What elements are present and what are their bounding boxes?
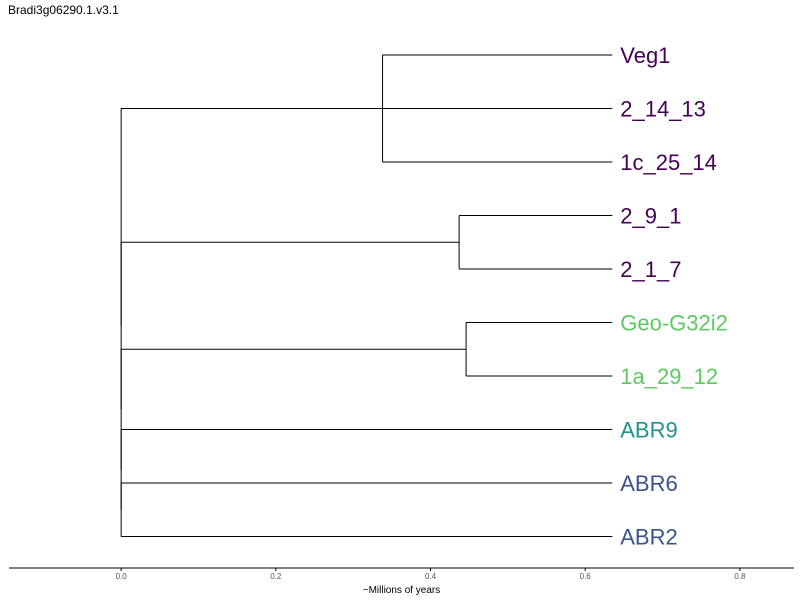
leaf-label: ABR9 — [620, 418, 677, 443]
x-axis: 0.0 0.2 0.4 0.6 0.8 ~Millions of years — [9, 567, 794, 596]
leaf-label: ABR2 — [620, 525, 677, 550]
leaf-label: Veg1 — [620, 43, 670, 68]
leaf-label: ABR6 — [620, 471, 677, 496]
leaf-label: Geo-G32i2 — [620, 311, 728, 336]
x-tick-label: 0.4 — [425, 572, 437, 581]
x-tick-label: 0.2 — [270, 572, 282, 581]
x-tick-label: 0.0 — [116, 572, 128, 581]
x-tick-label: 0.6 — [580, 572, 592, 581]
leaf-label: 1a_29_12 — [620, 364, 718, 389]
leaf-label: 2_14_13 — [620, 97, 706, 122]
x-tick-label: 0.8 — [734, 572, 746, 581]
leaf-label: 2_9_1 — [620, 204, 681, 229]
x-axis-title: ~Millions of years — [363, 585, 441, 596]
leaf-label: 1c_25_14 — [620, 150, 717, 175]
leaf-label: 2_1_7 — [620, 257, 681, 282]
branch-group — [120, 54, 613, 537]
leaf-label-group: Veg1 2_14_13 1c_25_14 2_9_1 2_1_7 Geo-G32i2 1a… — [620, 43, 728, 550]
tree-title: Bradi3g06290.1.v3.1 — [8, 3, 119, 17]
